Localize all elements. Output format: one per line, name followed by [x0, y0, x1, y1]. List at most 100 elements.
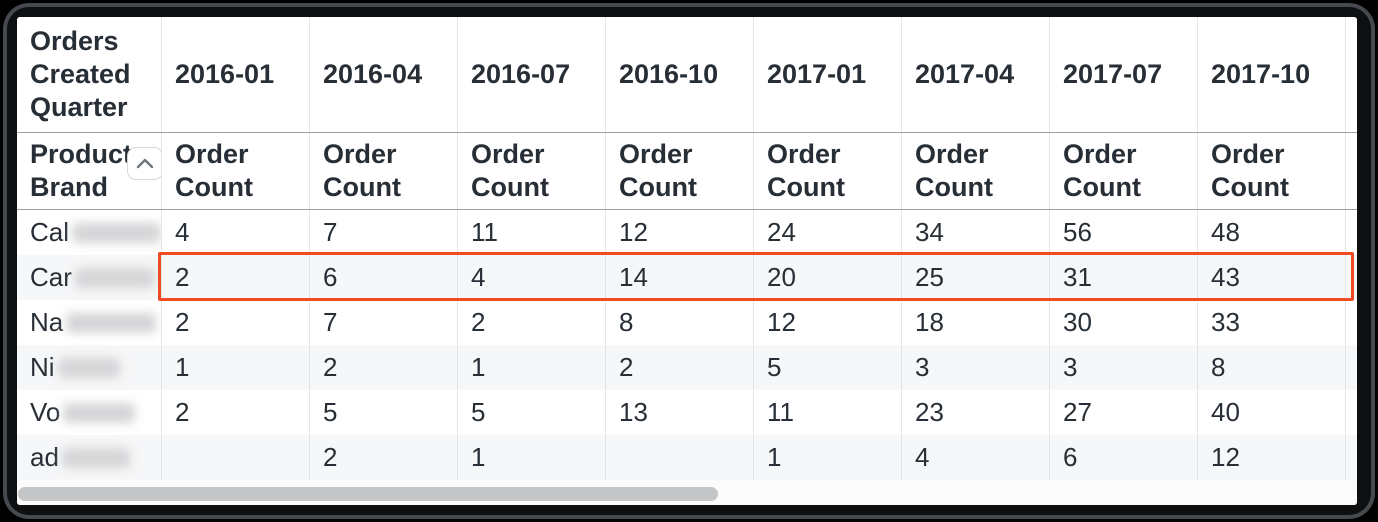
- column-header-2016-10[interactable]: 2016-10: [606, 17, 754, 132]
- value-cell-Car-2017-01[interactable]: 20: [754, 255, 902, 300]
- value-cell-Cal-2016-01[interactable]: 4: [162, 210, 310, 255]
- value-cell-Na-2017-10[interactable]: 33: [1198, 300, 1346, 345]
- value-cell-Car-2016-04[interactable]: 6: [310, 255, 458, 300]
- redacted-text-blur: [74, 267, 155, 288]
- value-cell-Na-2017-07[interactable]: 30: [1050, 300, 1198, 345]
- value-cell-Cal-2017-04[interactable]: 34: [902, 210, 1050, 255]
- column-header-2016-04[interactable]: 2016-04: [310, 17, 458, 132]
- column-header-2017-04[interactable]: 2017-04: [902, 17, 1050, 132]
- value-cell-Ni-2016-01[interactable]: 1: [162, 345, 310, 390]
- measure-header-2017-07[interactable]: Order Count: [1050, 133, 1198, 209]
- redacted-text-blur: [61, 447, 130, 468]
- redacted-text-blur: [63, 402, 136, 423]
- value-cell-Ni-2017-01[interactable]: 5: [754, 345, 902, 390]
- measure-header-2017-04[interactable]: Order Count: [902, 133, 1050, 209]
- pivot-dimension-header: Orders Created Quarter: [17, 17, 162, 132]
- value-cell-Ni-2017-07[interactable]: 3: [1050, 345, 1198, 390]
- brand-label: Cal: [30, 217, 70, 247]
- value-cell-overflow: [1346, 210, 1357, 255]
- value-cell-Cal-2017-07[interactable]: 56: [1050, 210, 1198, 255]
- value-cell-Car-2017-10[interactable]: 43: [1198, 255, 1346, 300]
- value-cell-ad-2017-04[interactable]: 4: [902, 435, 1050, 480]
- horizontal-scrollbar-thumb[interactable]: [18, 487, 718, 501]
- value-cell-Cal-2016-07[interactable]: 11: [458, 210, 606, 255]
- value-cell-Cal-2016-10[interactable]: 12: [606, 210, 754, 255]
- value-cell-Vo-2016-04[interactable]: 5: [310, 390, 458, 435]
- value-cell-Ni-2016-04[interactable]: 2: [310, 345, 458, 390]
- table-body: Cal 4 7 11 12 24 34 56 48 Car 2 6 4 14 20 25 31 43 Na 2 7 2 8 1…: [17, 210, 1357, 480]
- table-row-Car: Car 2 6 4 14 20 25 31 43: [17, 255, 1357, 300]
- value-cell-Na-2017-01[interactable]: 12: [754, 300, 902, 345]
- value-cell-Na-2016-01[interactable]: 2: [162, 300, 310, 345]
- row-dimension-header: Products Brand: [17, 133, 162, 209]
- column-header-2017-07[interactable]: 2017-07: [1050, 17, 1198, 132]
- value-cell-Cal-2017-01[interactable]: 24: [754, 210, 902, 255]
- value-cell-Vo-2017-04[interactable]: 23: [902, 390, 1050, 435]
- horizontal-scrollbar-track[interactable]: [17, 480, 1357, 505]
- redacted-text-blur: [72, 222, 161, 243]
- data-table-panel: Orders Created Quarter 2016-01 2016-04 201…: [17, 17, 1357, 505]
- column-header-2016-01[interactable]: 2016-01: [162, 17, 310, 132]
- value-cell-Cal-2017-10[interactable]: 48: [1198, 210, 1346, 255]
- value-cell-ad-2016-10[interactable]: [606, 435, 754, 480]
- value-cell-Na-2016-07[interactable]: 2: [458, 300, 606, 345]
- brand-cell-Car[interactable]: Car: [17, 255, 162, 300]
- value-cell-ad-2017-01[interactable]: 1: [754, 435, 902, 480]
- table-row-Na: Na 2 7 2 8 12 18 30 33: [17, 300, 1357, 345]
- column-header-2016-07[interactable]: 2016-07: [458, 17, 606, 132]
- value-cell-Na-2017-04[interactable]: 18: [902, 300, 1050, 345]
- brand-label: Na: [30, 307, 64, 337]
- brand-label: Vo: [30, 397, 61, 427]
- column-header-2017-10[interactable]: 2017-10: [1198, 17, 1346, 132]
- value-cell-Cal-2016-04[interactable]: 7: [310, 210, 458, 255]
- measure-header-2016-07[interactable]: Order Count: [458, 133, 606, 209]
- brand-cell-Ni[interactable]: Ni: [17, 345, 162, 390]
- value-cell-Vo-2017-10[interactable]: 40: [1198, 390, 1346, 435]
- pivot-dimension-label: Orders Created Quarter: [30, 26, 131, 122]
- value-cell-Car-2017-07[interactable]: 31: [1050, 255, 1198, 300]
- brand-label: Car: [30, 262, 72, 292]
- value-cell-Ni-2016-10[interactable]: 2: [606, 345, 754, 390]
- brand-cell-Cal[interactable]: Cal: [17, 210, 162, 255]
- value-cell-Car-2017-04[interactable]: 25: [902, 255, 1050, 300]
- redacted-text-blur: [66, 312, 157, 333]
- value-cell-Vo-2017-07[interactable]: 27: [1050, 390, 1198, 435]
- value-cell-Ni-2017-10[interactable]: 8: [1198, 345, 1346, 390]
- value-cell-ad-2016-07[interactable]: 1: [458, 435, 606, 480]
- measure-header-row: Products Brand Order Count Order Count Ord…: [17, 133, 1357, 210]
- column-header-2017-01[interactable]: 2017-01: [754, 17, 902, 132]
- value-cell-Car-2016-07[interactable]: 4: [458, 255, 606, 300]
- value-cell-ad-2017-07[interactable]: 6: [1050, 435, 1198, 480]
- measure-header-2016-04[interactable]: Order Count: [310, 133, 458, 209]
- value-cell-Car-2016-01[interactable]: 2: [162, 255, 310, 300]
- measure-header-2017-01[interactable]: Order Count: [754, 133, 902, 209]
- table-row-ad: ad 2 1 1 4 6 12: [17, 435, 1357, 480]
- quarter-header-row: Orders Created Quarter 2016-01 2016-04 201…: [17, 17, 1357, 133]
- value-cell-Na-2016-10[interactable]: 8: [606, 300, 754, 345]
- measure-header-2016-10[interactable]: Order Count: [606, 133, 754, 209]
- value-cell-Ni-2017-04[interactable]: 3: [902, 345, 1050, 390]
- sort-button[interactable]: [127, 147, 161, 180]
- value-cell-ad-2016-04[interactable]: 2: [310, 435, 458, 480]
- value-cell-Na-2016-04[interactable]: 7: [310, 300, 458, 345]
- table-row-Cal: Cal 4 7 11 12 24 34 56 48: [17, 210, 1357, 255]
- value-cell-Vo-2017-01[interactable]: 11: [754, 390, 902, 435]
- value-cell-Car-2016-10[interactable]: 14: [606, 255, 754, 300]
- brand-cell-Vo[interactable]: Vo: [17, 390, 162, 435]
- value-cell-overflow: [1346, 255, 1357, 300]
- chevron-up-icon: [136, 158, 154, 169]
- value-cell-Vo-2016-10[interactable]: 13: [606, 390, 754, 435]
- value-cell-overflow: [1346, 300, 1357, 345]
- value-cell-ad-2017-10[interactable]: 12: [1198, 435, 1346, 480]
- measure-header-2016-01[interactable]: Order Count: [162, 133, 310, 209]
- value-cell-Ni-2016-07[interactable]: 1: [458, 345, 606, 390]
- value-cell-Vo-2016-07[interactable]: 5: [458, 390, 606, 435]
- redacted-text-blur: [57, 357, 120, 378]
- measure-header-2017-10[interactable]: Order Count: [1198, 133, 1346, 209]
- brand-cell-ad[interactable]: ad: [17, 435, 162, 480]
- value-cell-Vo-2016-01[interactable]: 2: [162, 390, 310, 435]
- row-dimension-label: Products Brand: [30, 139, 148, 202]
- column-header-overflow: [1346, 17, 1357, 132]
- brand-cell-Na[interactable]: Na: [17, 300, 162, 345]
- value-cell-ad-2016-01[interactable]: [162, 435, 310, 480]
